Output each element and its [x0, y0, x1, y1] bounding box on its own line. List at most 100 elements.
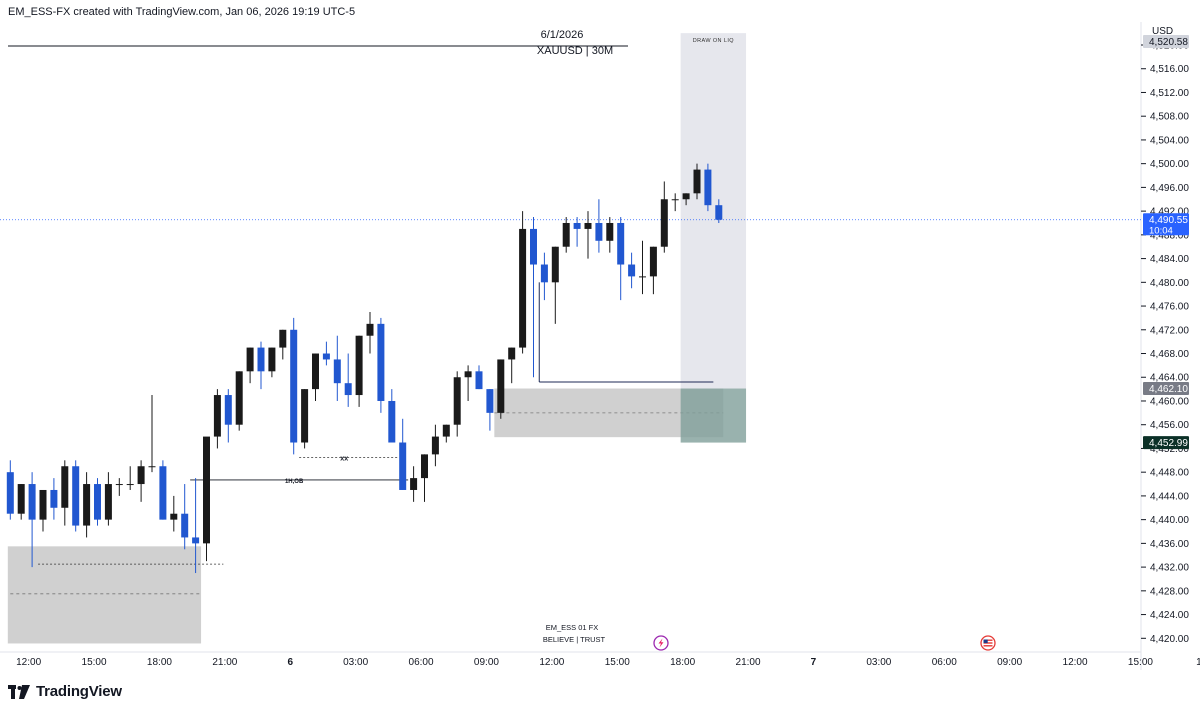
- candle-body: [497, 359, 505, 413]
- candle-body: [704, 169, 712, 206]
- candle: [410, 466, 418, 502]
- y-tick-label: 4,436.00: [1150, 539, 1189, 550]
- candle: [693, 163, 701, 200]
- lightning-icon[interactable]: [653, 635, 669, 651]
- price-axis[interactable]: 4,520.004,516.004,512.004,508.004,504.00…: [1141, 41, 1189, 645]
- candle-body: [421, 454, 428, 479]
- y-tick-label: 4,464.00: [1150, 373, 1189, 384]
- candle: [181, 484, 189, 550]
- candle: [148, 395, 156, 473]
- x-tick-label: 03:00: [343, 657, 368, 668]
- candle: [562, 217, 570, 253]
- drawings-layer: 1H,OB xx: [0, 219, 1141, 565]
- candle-body: [431, 436, 439, 455]
- candle: [366, 311, 374, 354]
- candle-body: [366, 323, 374, 336]
- time-axis[interactable]: 12:00 15:00 18:00 21:00 6 03:00 06:00 09:00 12:0…: [16, 657, 1200, 668]
- y-tick-label: 4,512.00: [1150, 88, 1189, 99]
- currency-label: USD: [1152, 26, 1173, 37]
- x-tick-label: 06:00: [409, 657, 434, 668]
- candle-body: [290, 329, 298, 443]
- x-tick-label: 18:00: [670, 657, 695, 668]
- candle: [519, 211, 527, 354]
- y-tick-label: 4,424.00: [1150, 610, 1189, 621]
- candle-body: [72, 466, 80, 526]
- candle: [279, 329, 287, 360]
- x-tick-label: 21:00: [212, 657, 237, 668]
- candle: [104, 472, 112, 526]
- candle: [715, 199, 723, 223]
- price-label-value: 4,462.10: [1149, 384, 1188, 395]
- candle-body: [344, 383, 352, 396]
- y-tick-label: 4,480.00: [1150, 278, 1189, 289]
- draw-on-liq-box: [680, 33, 747, 389]
- y-tick-label: 4,500.00: [1150, 159, 1189, 170]
- y-tick-label: 4,444.00: [1150, 491, 1189, 502]
- price-label-bg: [1143, 382, 1189, 396]
- candle-body: [540, 264, 548, 283]
- candles-layer: [6, 163, 723, 574]
- y-tick-label: 4,456.00: [1150, 420, 1189, 431]
- candle: [333, 335, 341, 401]
- y-tick-label: 4,492.00: [1150, 207, 1189, 218]
- candle: [639, 240, 646, 295]
- candle: [617, 217, 625, 301]
- candle: [235, 371, 243, 431]
- candle: [344, 353, 352, 407]
- price-label: 4,462.10: [1143, 382, 1189, 396]
- x-tick-label: 18:0: [1196, 657, 1200, 668]
- watermark-line2: BELIEVE | TRUST: [543, 635, 606, 644]
- candle: [50, 478, 58, 520]
- candle: [192, 478, 200, 574]
- x-tick-label: 12:00: [16, 657, 41, 668]
- y-tick-label: 4,440.00: [1150, 515, 1189, 526]
- candle-body: [246, 347, 254, 372]
- candle: [551, 246, 559, 324]
- candle-body: [39, 489, 47, 520]
- price-label-bg: [1143, 213, 1189, 236]
- candle: [203, 436, 210, 562]
- candle-body: [83, 484, 91, 526]
- x-tick-label: 6: [287, 657, 293, 668]
- candle: [322, 341, 330, 366]
- candle-body: [377, 323, 385, 401]
- price-label-bg: [1143, 436, 1189, 450]
- candle: [497, 359, 505, 419]
- candle: [355, 335, 363, 407]
- candle-body: [322, 353, 330, 360]
- candle: [126, 466, 134, 490]
- candle: [595, 199, 603, 253]
- y-tick-label: 4,476.00: [1150, 302, 1189, 313]
- y-tick-label: 4,448.00: [1150, 468, 1189, 479]
- candle-body: [573, 222, 581, 229]
- candle-body: [660, 199, 668, 247]
- candle-body: [28, 484, 36, 520]
- candle-body: [399, 442, 407, 490]
- candle: [290, 317, 298, 455]
- candle-body: [562, 222, 570, 247]
- candle: [421, 454, 428, 502]
- candle: [159, 460, 167, 520]
- price-label-countdown: 10:04: [1149, 226, 1173, 237]
- candle-body: [595, 222, 603, 241]
- candle-body: [268, 347, 276, 372]
- tradingview-logo[interactable]: TradingView: [8, 683, 122, 700]
- y-tick-label: 4,468.00: [1150, 349, 1189, 360]
- candle-body: [115, 484, 123, 486]
- candle-body: [530, 228, 537, 265]
- candle-body: [333, 359, 341, 384]
- candle: [115, 478, 123, 496]
- y-tick-label: 4,504.00: [1150, 135, 1189, 146]
- x-tick-label: 09:00: [474, 657, 499, 668]
- candle: [301, 389, 309, 449]
- order-block-label: 1H,OB: [285, 479, 304, 485]
- candle-body: [639, 276, 646, 278]
- candle-body: [628, 264, 636, 277]
- us-flag-icon[interactable]: [980, 635, 996, 651]
- x-tick-label: 7: [811, 657, 817, 668]
- y-tick-label: 4,516.00: [1150, 64, 1189, 75]
- candle: [540, 252, 548, 301]
- candle-body: [301, 389, 309, 443]
